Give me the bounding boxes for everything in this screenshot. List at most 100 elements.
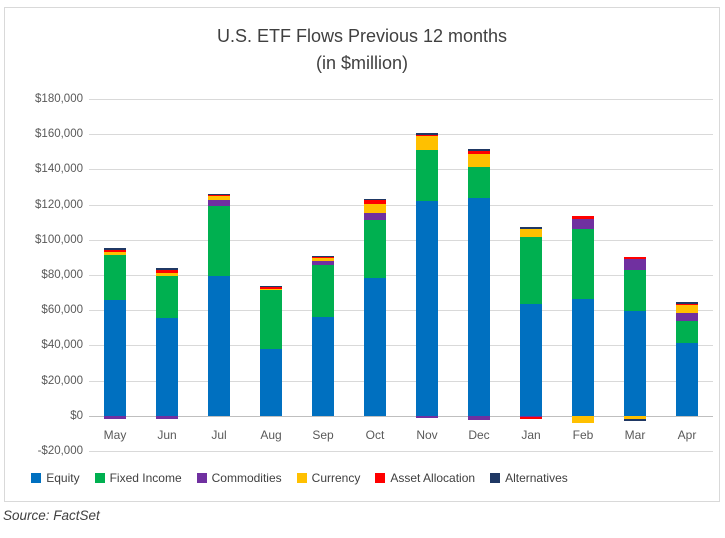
- x-axis-label-feb: Feb: [572, 427, 594, 442]
- chart-title-line1: U.S. ETF Flows Previous 12 months: [216, 26, 508, 46]
- chart-title-line2: (in $million): [315, 53, 409, 73]
- bar-dec-commodities: [468, 415, 490, 421]
- bar-apr-asset-allocation: [676, 303, 698, 305]
- bar-jun-alternatives: [156, 268, 178, 271]
- x-axis-label-aug: Aug: [260, 427, 282, 442]
- y-axis-tick-label: $0: [70, 409, 83, 422]
- legend-swatch-asset-allocation-icon: [375, 473, 386, 483]
- bar-may-currency: [104, 252, 126, 255]
- bar-jun-fixed-income: [156, 276, 178, 319]
- bar-aug-currency: [260, 288, 282, 290]
- legend-item-currency: Currency: [296, 471, 361, 485]
- bar-oct-equity: [364, 277, 386, 416]
- legend-label-equity: Equity: [46, 471, 80, 485]
- x-axis-label-may: May: [103, 427, 127, 442]
- bar-apr-alternatives: [676, 301, 698, 304]
- bar-aug-alternatives: [260, 285, 282, 288]
- y-axis-tick-label: $140,000: [35, 163, 83, 176]
- bar-jul-commodities: [208, 200, 230, 207]
- bar-may-alternatives: [104, 247, 126, 250]
- y-axis-tick-label: $60,000: [41, 304, 83, 317]
- legend-label-commodities: Commodities: [211, 471, 282, 485]
- legend-swatch-commodities-icon: [196, 473, 207, 483]
- y-axis-tick-label: $160,000: [35, 128, 83, 141]
- gridline: [89, 169, 713, 171]
- bar-aug-fixed-income: [260, 289, 282, 349]
- chart-container: U.S. ETF Flows Previous 12 months (in $m…: [4, 7, 720, 502]
- bar-apr-fixed-income: [676, 321, 698, 343]
- legend-swatch-currency-icon: [296, 473, 307, 483]
- bar-oct-currency: [364, 204, 386, 213]
- y-axis-tick-label: $120,000: [35, 198, 83, 211]
- bar-feb-commodities: [572, 218, 594, 230]
- bar-jun-commodities: [156, 415, 178, 420]
- bar-sep-asset-allocation: [312, 256, 334, 259]
- bar-sep-commodities: [312, 260, 334, 265]
- x-axis-label-oct: Oct: [365, 427, 385, 442]
- bar-jan-commodities: [520, 415, 542, 417]
- bar-mar-equity: [624, 311, 646, 416]
- bar-dec-alternatives: [468, 149, 490, 152]
- legend-item-fixed-income: Fixed Income: [94, 471, 182, 485]
- bar-feb-asset-allocation: [572, 216, 594, 219]
- bar-sep-currency: [312, 258, 334, 261]
- y-axis-tick-label: $40,000: [41, 339, 83, 352]
- legend-label-fixed-income: Fixed Income: [109, 471, 182, 485]
- bar-jan-fixed-income: [520, 236, 542, 304]
- gridline: [89, 134, 713, 136]
- x-axis-label-jan: Jan: [521, 427, 541, 442]
- bar-mar-alternatives: [624, 419, 646, 422]
- gridline: [89, 204, 713, 206]
- bar-dec-asset-allocation: [468, 151, 490, 154]
- bar-sep-alternatives: [312, 255, 334, 257]
- gridline: [89, 345, 713, 347]
- bar-jun-asset-allocation: [156, 270, 178, 274]
- bar-jan-currency: [520, 229, 542, 237]
- bar-jul-fixed-income: [208, 206, 230, 276]
- bar-nov-asset-allocation: [416, 134, 438, 137]
- bar-oct-commodities: [364, 212, 386, 221]
- x-axis-label-mar: Mar: [624, 427, 646, 442]
- x-axis-label-sep: Sep: [312, 427, 334, 442]
- gridline: [89, 275, 713, 276]
- bar-may-equity: [104, 299, 126, 416]
- y-axis-tick-label: $100,000: [35, 233, 83, 246]
- bar-jan-asset-allocation: [520, 416, 542, 420]
- bar-sep-equity: [312, 317, 334, 416]
- bar-jun-equity: [156, 318, 178, 416]
- x-axis-line: [89, 415, 713, 417]
- bar-dec-equity: [468, 198, 490, 416]
- legend-label-currency: Currency: [311, 471, 361, 485]
- y-axis-tick-label: $180,000: [35, 93, 83, 105]
- gridline: [89, 239, 713, 241]
- bar-apr-commodities: [676, 312, 698, 322]
- bar-feb-equity: [572, 299, 594, 416]
- gridline: [89, 310, 713, 312]
- bar-nov-currency: [416, 136, 438, 151]
- bar-aug-equity: [260, 348, 282, 416]
- bar-oct-asset-allocation: [364, 200, 386, 205]
- x-axis-label-jun: Jun: [157, 427, 177, 442]
- legend-label-asset-allocation: Asset Allocation: [390, 471, 476, 485]
- legend-item-alternatives: Alternatives: [490, 471, 568, 485]
- gridline: [89, 99, 713, 100]
- chart-legend: Equity Fixed Income Commodities Currency Ass…: [5, 471, 594, 485]
- y-axis-tick-label: $80,000: [41, 269, 83, 281]
- bar-mar-fixed-income: [624, 269, 646, 312]
- legend-swatch-fixed-income-icon: [94, 473, 105, 483]
- bar-nov-equity: [416, 201, 438, 416]
- bar-nov-commodities: [416, 415, 438, 419]
- x-axis-label-dec: Dec: [468, 427, 490, 442]
- chart-title: U.S. ETF Flows Previous 12 months (in $m…: [5, 23, 719, 77]
- bar-nov-alternatives: [416, 132, 438, 135]
- bar-aug-asset-allocation: [260, 287, 282, 289]
- bar-jun-currency: [156, 273, 178, 277]
- bar-jul-asset-allocation: [208, 194, 230, 196]
- bar-apr-currency: [676, 304, 698, 313]
- bar-nov-fixed-income: [416, 150, 438, 202]
- legend-label-alternatives: Alternatives: [505, 471, 568, 485]
- bar-may-commodities: [104, 415, 126, 419]
- bar-jan-equity: [520, 303, 542, 416]
- bar-sep-fixed-income: [312, 264, 334, 318]
- bar-oct-fixed-income: [364, 220, 386, 278]
